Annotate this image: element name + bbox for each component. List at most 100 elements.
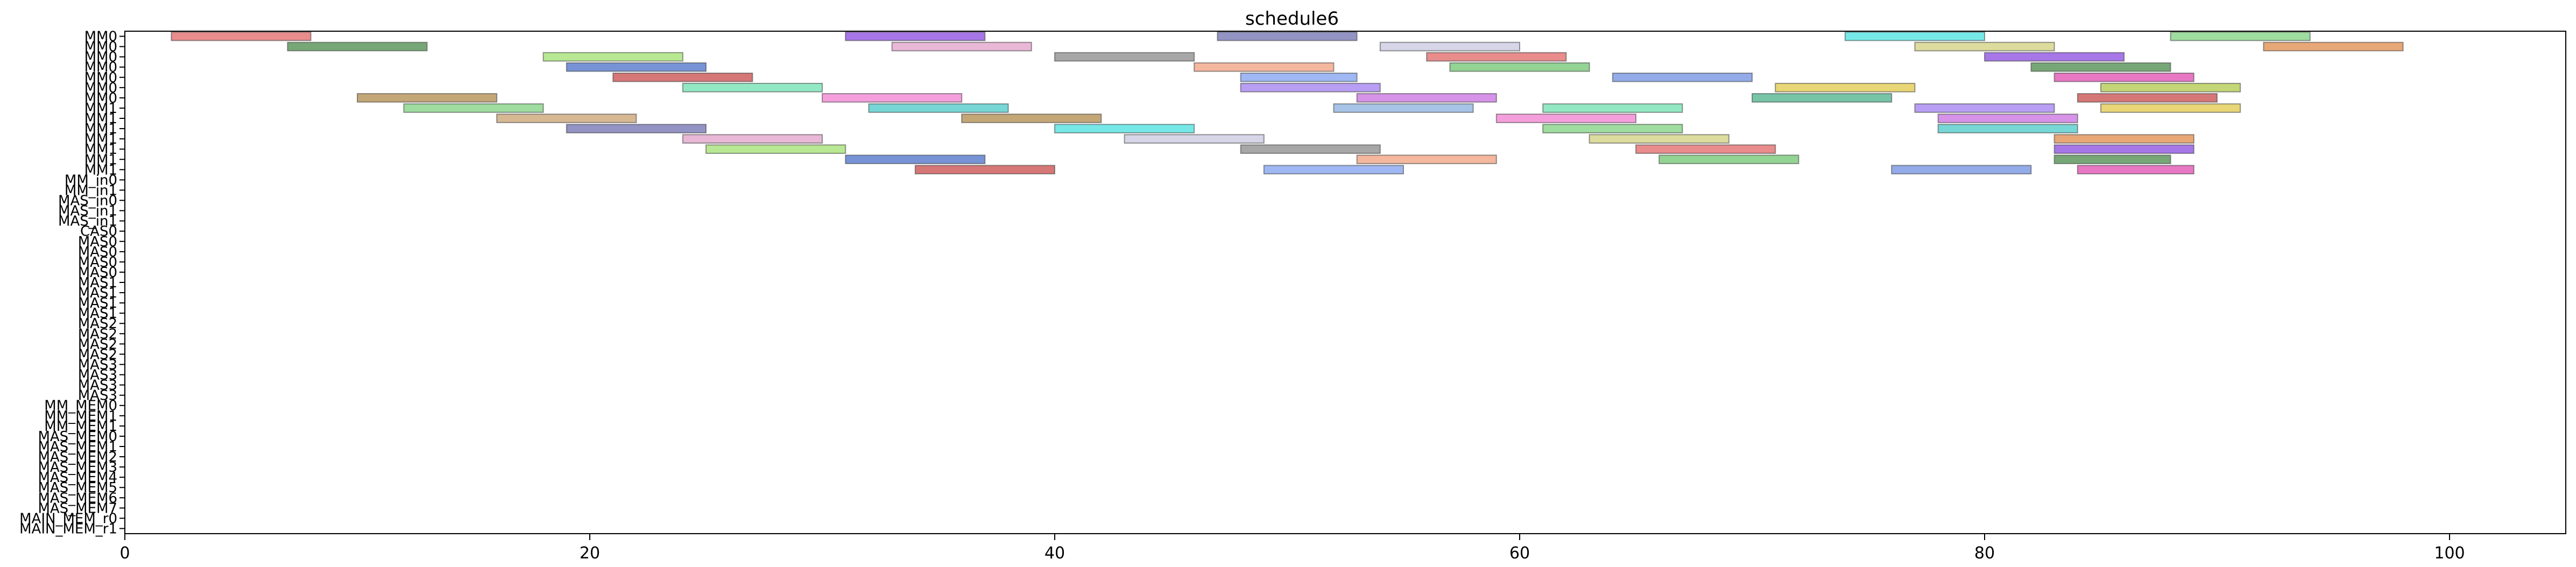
y-tick-label: MAS3 (78, 378, 117, 394)
schedule-bar (1984, 52, 2125, 62)
schedule-bar (1752, 93, 1893, 103)
schedule-bar (1542, 103, 1683, 113)
schedule-bar (1356, 154, 1497, 165)
x-tick-label: 40 (1044, 544, 1065, 563)
schedule-bar (682, 83, 823, 93)
schedule-bar (1891, 165, 2032, 175)
y-tick-label: MM1 (84, 131, 117, 147)
y-tick-label: MM1 (84, 121, 117, 137)
schedule-bar (1426, 52, 1567, 62)
y-tick-label: MM0 (84, 70, 117, 86)
schedule-bar (1542, 124, 1683, 133)
y-tick-label: MAS_MEM7 (38, 500, 117, 516)
schedule-bar (1263, 165, 1405, 175)
schedule-bar (891, 41, 1032, 52)
y-tick-label: MM1 (84, 101, 117, 117)
y-tick-label: MAS_in1 (58, 214, 117, 230)
x-tick-label: 20 (580, 544, 600, 563)
y-tick-label: MAS_in0 (58, 193, 117, 209)
y-tick-label: MAS0 (78, 254, 117, 271)
schedule-bar (1240, 83, 1381, 93)
schedule-bar (2077, 93, 2218, 103)
y-tick-label: MAS_MEM5 (38, 480, 117, 496)
schedule-bar (2100, 83, 2241, 93)
y-tick-label: MAS1 (78, 285, 117, 301)
schedule-bar (961, 114, 1102, 123)
x-tick-label: 0 (119, 544, 130, 563)
schedule-bar (612, 72, 753, 82)
schedule-bar (1844, 31, 1986, 41)
y-tick-label: MAIN_MEM_r1 (19, 521, 117, 537)
plot-frame (124, 31, 2566, 534)
schedule-bar (1449, 62, 1590, 72)
schedule-bar (2053, 144, 2194, 154)
schedule-bar (2053, 134, 2194, 144)
x-tick-label: 80 (1974, 544, 1995, 563)
y-tick-label: MAIN_MEM_r0 (19, 511, 117, 527)
schedule-bar (1356, 93, 1497, 103)
x-tick-label: 100 (2434, 544, 2465, 563)
schedule-bar (1589, 134, 1730, 144)
schedule-bar (2170, 31, 2311, 41)
schedule-bar (1937, 124, 2078, 133)
schedule-bar (1775, 83, 1916, 93)
y-tick-label: MM0 (84, 39, 117, 55)
schedule-bar (2053, 154, 2171, 165)
schedule-bar (1054, 52, 1195, 62)
schedule-bar (1495, 114, 1637, 123)
schedule-bar (566, 62, 707, 72)
schedule-bar (403, 103, 544, 113)
y-tick-label: MM1 (84, 141, 117, 158)
schedule-bar (1937, 114, 2078, 123)
schedule-bar (1635, 144, 1776, 154)
schedule-bar (1240, 144, 1381, 154)
schedule-bar (496, 114, 637, 123)
y-axis: MM0MM0MM0MM0MM0MM0MM0MM1MM1MM1MM1MM1MM1M… (19, 29, 125, 537)
schedule-bar (1612, 72, 1753, 82)
y-tick-label: MAS0 (78, 234, 117, 250)
y-tick-label: MM_in1 (65, 182, 117, 199)
schedule-bar (1914, 103, 2055, 113)
y-tick-label: MM1 (84, 162, 117, 178)
y-tick-label: MAS_MEM0 (38, 429, 117, 445)
schedule-bar (287, 41, 428, 52)
y-tick-label: MAS3 (78, 367, 117, 384)
schedule-bar (1658, 154, 1799, 165)
schedule-bar (2053, 72, 2194, 82)
y-tick-label: MM0 (84, 49, 117, 66)
y-tick-label: MAS_MEM2 (38, 449, 117, 465)
y-tick-label: MM_in0 (65, 172, 117, 188)
y-tick-label: MM0 (84, 29, 117, 45)
y-tick-label: MAS_MEM1 (38, 439, 117, 455)
schedule-bar (1124, 134, 1265, 144)
chart-title: schedule6 (1245, 8, 1339, 30)
schedule-bar (171, 31, 312, 41)
schedule-bar (1054, 124, 1195, 133)
schedule-bar (2030, 62, 2171, 72)
y-tick-label: MAS2 (78, 316, 117, 332)
y-tick-label: MM_MEM1 (44, 408, 117, 424)
schedule-bar (822, 93, 963, 103)
schedule-bar (357, 93, 498, 103)
y-tick-label: MAS_MEM6 (38, 490, 117, 506)
y-tick-label: MAS3 (78, 388, 117, 404)
schedule-bar (1194, 62, 1335, 72)
y-tick-label: MAS_MEM3 (38, 459, 117, 476)
y-tick-label: MAS0 (78, 244, 117, 260)
schedule-bar (914, 165, 1056, 175)
y-tick-label: CAS0 (80, 224, 117, 240)
schedule-bar (542, 52, 683, 62)
y-tick-label: MM0 (84, 80, 117, 96)
y-tick-label: MM_MEM1 (44, 419, 117, 435)
schedule-bar (845, 154, 986, 165)
y-tick-label: MAS_in1 (58, 203, 117, 219)
y-tick-label: MM1 (84, 152, 117, 168)
y-tick-label: MAS1 (78, 295, 117, 311)
y-tick-label: MAS2 (78, 336, 117, 352)
y-tick-label: MAS0 (78, 265, 117, 281)
y-tick-label: MM0 (84, 60, 117, 76)
y-tick-label: MAS3 (78, 357, 117, 373)
schedule-bar (1217, 31, 1358, 41)
y-tick-label: MAS2 (78, 326, 117, 342)
y-tick-label: MM0 (84, 90, 117, 107)
